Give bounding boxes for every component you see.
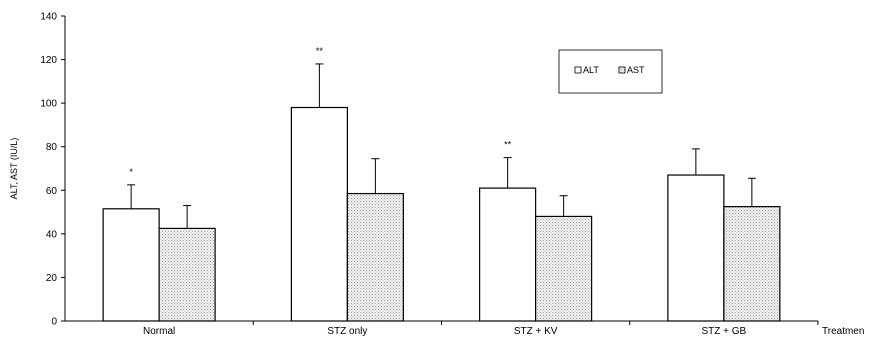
bar-ast <box>723 206 781 322</box>
x-tick-label: STZ + KV <box>514 326 558 337</box>
y-axis-label: ALT, AST (IU/L) <box>9 138 19 200</box>
x-tick-label: STZ + GB <box>702 326 747 337</box>
error-bars <box>127 63 756 229</box>
y-tick-label: 60 <box>46 186 58 197</box>
bar-alt <box>667 174 725 322</box>
legend-label: ALT <box>583 65 599 75</box>
y-tick-label: 100 <box>40 99 57 110</box>
x-axis-label: Treatmen <box>822 326 864 337</box>
y-tick-label: 20 <box>46 273 58 284</box>
x-tick-label: STZ only <box>327 326 367 337</box>
y-tick-label: 80 <box>46 142 58 153</box>
bar-alt <box>290 106 348 322</box>
legend-swatch-alt <box>574 66 582 74</box>
x-tick-label: Normal <box>143 326 175 337</box>
significance-mark: ** <box>504 140 512 150</box>
legend-label: AST <box>627 65 645 75</box>
bars <box>102 106 781 322</box>
y-tick-label: 120 <box>40 55 57 66</box>
bar-ast <box>158 227 216 322</box>
legend-box <box>558 49 663 94</box>
significance-mark: ** <box>316 46 324 56</box>
y-tick-label: 0 <box>51 317 57 328</box>
legend: ALT AST <box>558 49 663 94</box>
significance-mark: * <box>129 167 133 177</box>
bar-ast <box>346 192 404 322</box>
y-tick-label: 40 <box>46 229 58 240</box>
bar-alt <box>479 187 537 322</box>
bar-ast <box>535 215 593 322</box>
legend-swatch-ast <box>618 66 626 74</box>
y-tick-label: 140 <box>40 12 57 23</box>
bar-alt <box>102 208 160 322</box>
labels: 0 20 40 60 80 100 120 140 ALT, AST (IU/L) Treatme… <box>9 12 864 338</box>
